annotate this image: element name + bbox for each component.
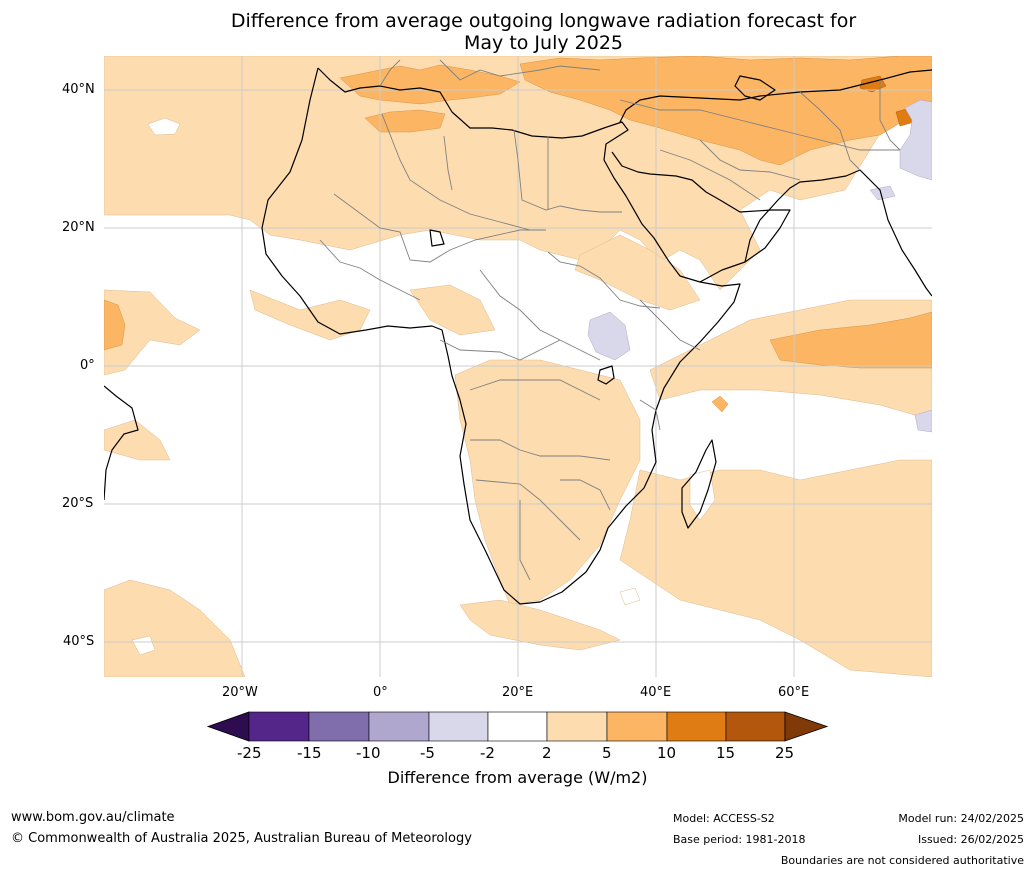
anomaly-light-purple — [587, 99, 932, 433]
lat-label-20s: 20°S — [62, 496, 94, 511]
colorbar-tick: -5 — [420, 744, 435, 762]
footer-issued: Issued: 26/02/2025 — [917, 833, 1024, 846]
lat-label-20n: 20°N — [62, 220, 95, 235]
lon-label-40e: 40°E — [640, 685, 672, 700]
lon-label-20e: 20°E — [502, 685, 534, 700]
anomaly-medium-orange — [104, 56, 932, 413]
colorbar-segment — [428, 711, 489, 742]
footer-copyright: © Commonwealth of Australia 2025, Austra… — [11, 831, 472, 846]
colorbar-tick: 25 — [775, 744, 795, 762]
map-title: Difference from average outgoing longwav… — [0, 10, 1035, 54]
colorbar-segment — [248, 711, 310, 742]
colorbar-segment — [487, 711, 548, 742]
lat-label-40n: 40°N — [62, 82, 95, 97]
colorbar-tick: 15 — [716, 744, 736, 762]
graticule — [104, 56, 932, 677]
lon-label-20w: 20°W — [222, 685, 258, 700]
colorbar-tick: 10 — [657, 744, 677, 762]
colorbar-tick: 5 — [602, 744, 612, 762]
footer-base-period: Base period: 1981-2018 — [673, 833, 806, 846]
coastlines — [104, 67, 932, 605]
lon-label-0: 0° — [373, 685, 388, 700]
colorbar-segment — [666, 711, 727, 742]
footer-model-run: Model run: 24/02/2025 — [898, 812, 1024, 825]
footer-model: Model: ACCESS-S2 — [673, 812, 775, 825]
country-boundaries — [319, 59, 901, 581]
colorbar-segment — [308, 711, 370, 742]
lon-label-60e: 60°E — [778, 685, 810, 700]
footer-url[interactable]: www.bom.gov.au/climate — [11, 810, 175, 825]
lat-label-40s: 40°S — [63, 634, 95, 649]
colorbar-tick: 2 — [542, 744, 552, 762]
footer-disclaimer: Boundaries are not considered authoritat… — [780, 854, 1024, 867]
title-line-2: May to July 2025 — [464, 32, 623, 54]
lat-label-equator: 0° — [80, 358, 95, 373]
colorbar-segment — [546, 711, 608, 742]
colorbar-segment — [606, 711, 668, 742]
colorbar-label: Difference from average (W/m2) — [387, 768, 648, 787]
colorbar-arrow-high — [784, 711, 829, 742]
colorbar-tick: -15 — [297, 744, 322, 762]
colorbar-segment — [725, 711, 786, 742]
colorbar-tick: -2 — [480, 744, 495, 762]
anomaly-near-average-holes — [131, 117, 716, 656]
title-line-1: Difference from average outgoing longwav… — [230, 10, 857, 32]
colorbar — [206, 711, 829, 742]
map-plot-area — [104, 56, 932, 677]
colorbar-arrow-low — [206, 711, 250, 742]
colorbar-tick: -25 — [237, 744, 262, 762]
colorbar-tick: -10 — [356, 744, 381, 762]
colorbar-segment — [368, 711, 430, 742]
